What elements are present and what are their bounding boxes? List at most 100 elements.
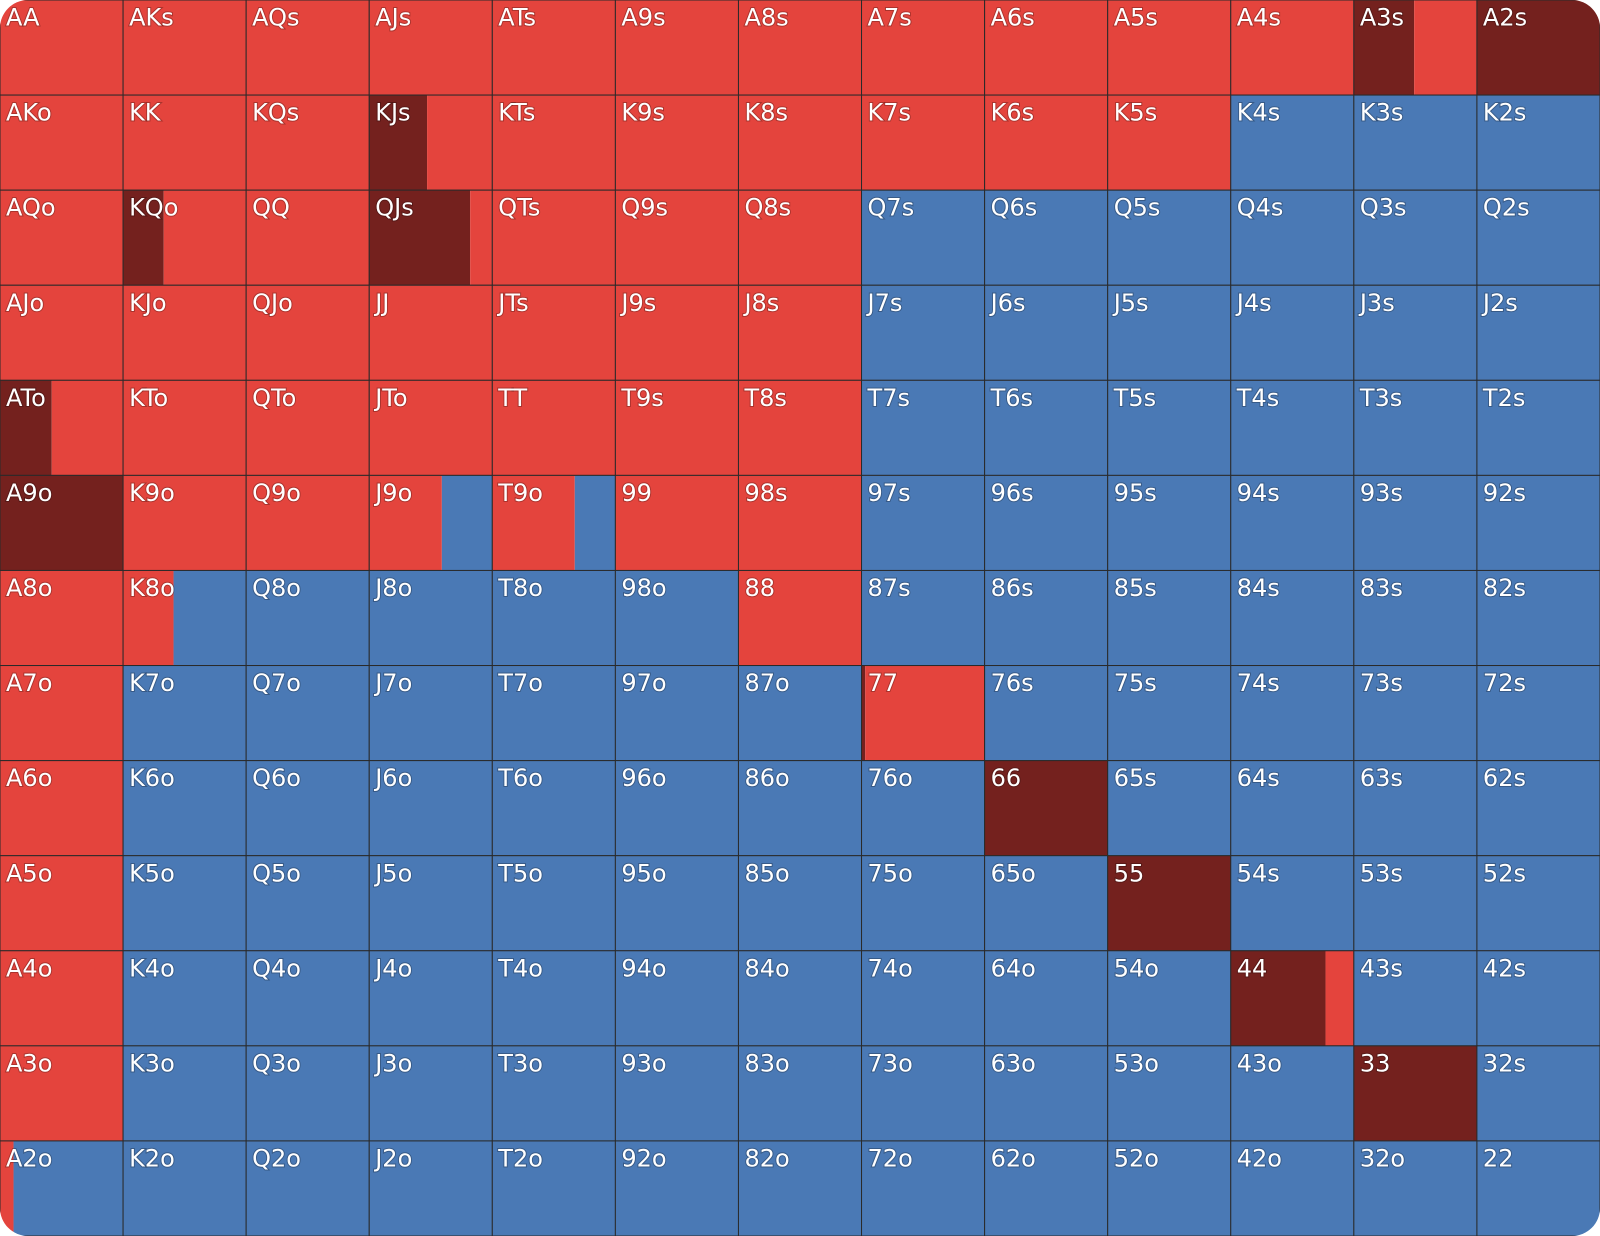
action-segment [861, 950, 985, 1046]
hand-label: T2s [1482, 384, 1525, 412]
hand-label: JJ [373, 289, 389, 317]
hand-label: A8s [744, 4, 788, 32]
action-segment [865, 665, 985, 761]
action-segment [984, 760, 1108, 856]
action-segment [1107, 380, 1231, 476]
action-segment [492, 760, 616, 856]
action-segment [984, 570, 1108, 666]
action-segment [1230, 1140, 1354, 1236]
hand-label: K5s [1114, 99, 1158, 127]
hand-label: A3s [1360, 4, 1404, 32]
action-segment [738, 665, 862, 761]
hand-label: 96o [621, 764, 666, 792]
action-segment [0, 570, 124, 666]
action-segment [0, 95, 124, 191]
action-segment [369, 475, 442, 571]
action-segment [615, 95, 739, 191]
action-segment [984, 190, 1108, 286]
hand-label: K2s [1483, 99, 1527, 127]
action-segment [861, 380, 985, 476]
hand-label: T6s [990, 384, 1033, 412]
action-segment [861, 1045, 985, 1141]
hand-label: K2o [129, 1145, 175, 1173]
action-segment [861, 285, 985, 381]
hand-label: A9s [621, 4, 665, 32]
hand-label: Q3s [1360, 194, 1407, 222]
hand-label: 84s [1237, 574, 1280, 602]
action-segment [0, 0, 124, 96]
action-segment [1107, 855, 1231, 951]
action-segment [1107, 475, 1231, 571]
hand-label: 62o [991, 1145, 1036, 1173]
hand-label: J9s [619, 289, 656, 317]
hand-label: T3o [497, 1049, 543, 1077]
action-segment [1353, 475, 1477, 571]
action-segment [369, 190, 471, 286]
hand-label: 43o [1237, 1049, 1282, 1077]
action-segment [1476, 0, 1600, 96]
hand-label: KTo [129, 384, 168, 412]
hand-label: 74s [1237, 669, 1280, 697]
hand-label: JTo [373, 384, 407, 412]
action-segment [492, 0, 616, 96]
hand-label: 63s [1360, 764, 1403, 792]
action-segment [615, 855, 739, 951]
action-segment [1353, 665, 1477, 761]
hand-label: 84o [744, 954, 789, 982]
action-segment [1107, 95, 1231, 191]
hand-label: 52o [1114, 1145, 1159, 1173]
action-segment [246, 0, 370, 96]
action-segment [615, 1140, 739, 1236]
action-segment [0, 380, 52, 476]
hand-label: T2o [497, 1145, 543, 1173]
hand-label: 73o [868, 1049, 913, 1077]
hand-label: J3o [373, 1049, 412, 1077]
action-segment [861, 475, 985, 571]
hand-label: A2o [6, 1145, 52, 1173]
hand-label: J6o [373, 764, 412, 792]
action-segment [1476, 665, 1600, 761]
hand-label: K3s [1360, 99, 1404, 127]
action-segment [1107, 0, 1231, 96]
action-segment [984, 1140, 1108, 1236]
hand-label: 65s [1114, 764, 1157, 792]
hand-label: 42o [1237, 1145, 1282, 1173]
hand-label: J6s [989, 289, 1026, 317]
hand-label: 62s [1483, 764, 1526, 792]
action-segment [1353, 0, 1415, 96]
action-segment [1476, 95, 1600, 191]
action-segment [0, 855, 124, 951]
action-segment [123, 855, 247, 951]
hand-label: J7s [866, 289, 903, 317]
action-segment [738, 950, 862, 1046]
hand-label: AJs [375, 4, 411, 32]
hand-label: T6o [497, 764, 543, 792]
action-segment [615, 380, 739, 476]
hand-label: AKo [6, 99, 52, 127]
hand-label: 54s [1237, 859, 1280, 887]
hand-label: 76s [991, 669, 1034, 697]
hand-label: QJs [375, 194, 413, 222]
hand-label: Q7s [868, 194, 915, 222]
action-segment [13, 1140, 124, 1236]
action-segment [123, 1045, 247, 1141]
action-segment [51, 380, 124, 476]
action-segment [1353, 950, 1477, 1046]
action-segment [246, 855, 370, 951]
action-segment [1230, 1045, 1354, 1141]
hand-label: ATs [498, 4, 536, 32]
action-segment [738, 190, 862, 286]
action-segment [1107, 665, 1231, 761]
hand-label: KK [129, 99, 162, 127]
action-segment [369, 665, 493, 761]
action-segment [0, 665, 124, 761]
hand-label: AQs [252, 4, 299, 32]
action-segment [738, 95, 862, 191]
hand-label: JTs [496, 289, 528, 317]
action-segment [984, 95, 1108, 191]
action-segment [1476, 475, 1600, 571]
action-segment [246, 1140, 370, 1236]
hand-label: AQo [6, 194, 56, 222]
hand-label: 83s [1360, 574, 1403, 602]
hand-label: K6s [991, 99, 1035, 127]
